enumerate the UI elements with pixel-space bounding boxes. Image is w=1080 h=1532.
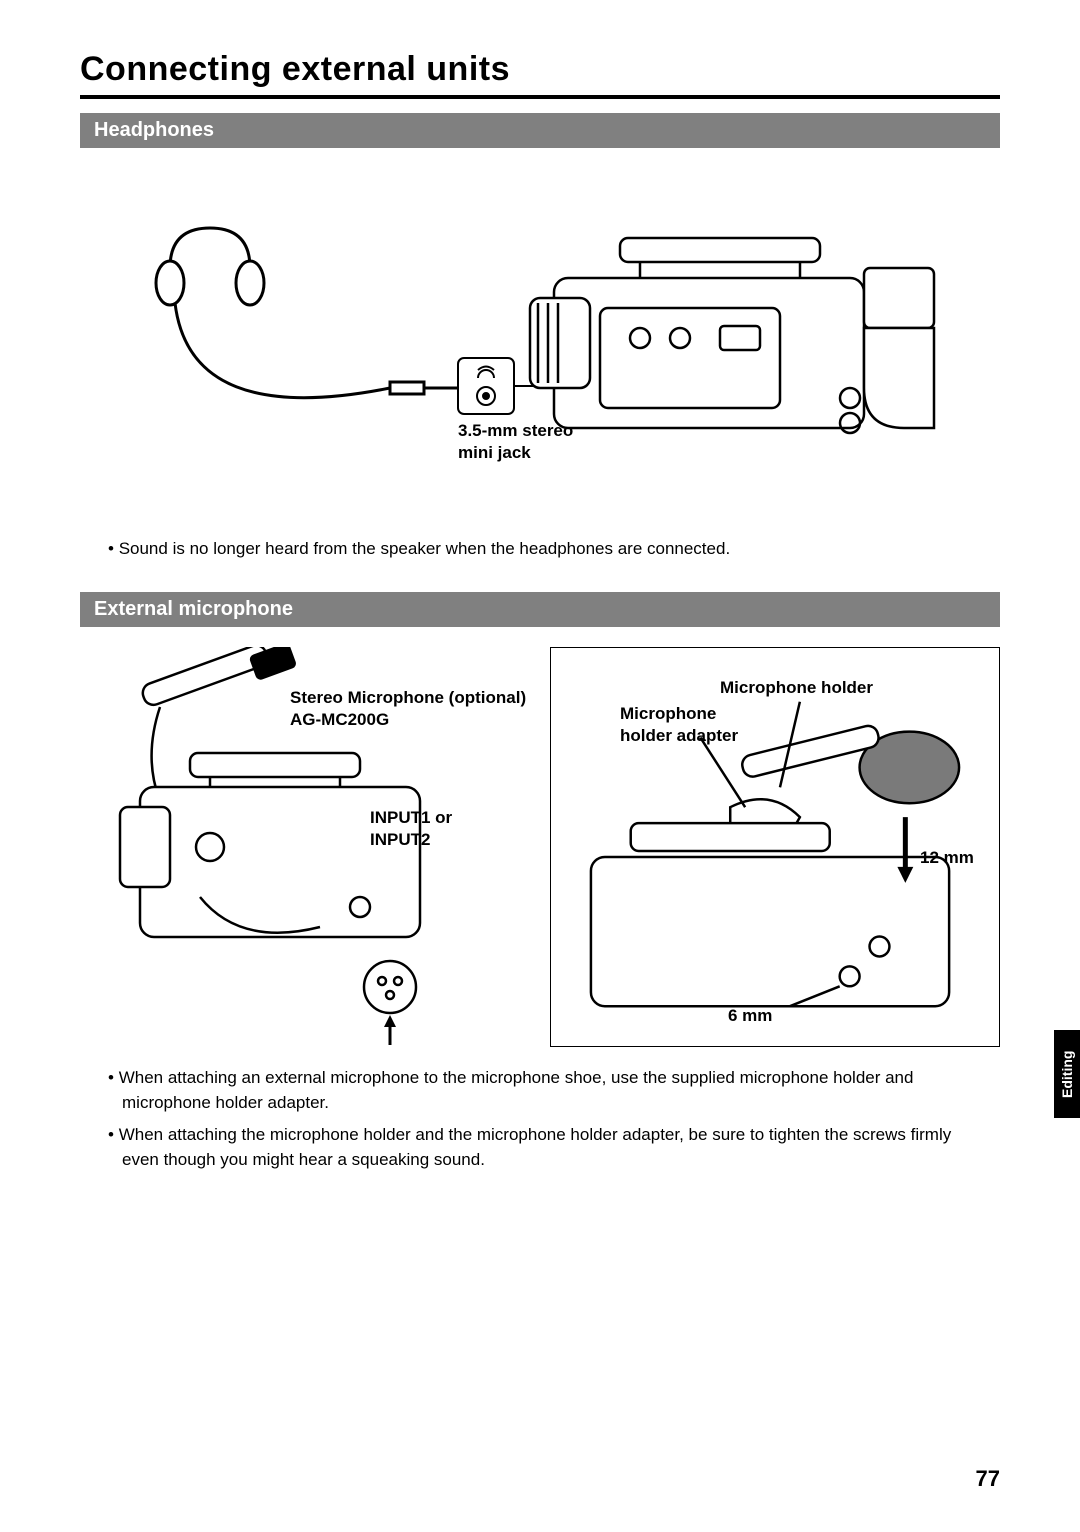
headphones-diagram: 3.5-mm stereo mini jack [80, 168, 1000, 528]
manual-page: Connecting external units Headphones [0, 0, 1080, 1532]
section-heading-headphones: Headphones [80, 113, 1000, 148]
ext-mic-left-diagram: Stereo Microphone (optional) AG-MC200G I… [80, 647, 530, 1047]
ext-mic-notes: When attaching an external microphone to… [108, 1065, 980, 1173]
side-tab-editing: Editing [1054, 1030, 1080, 1118]
jack-label-line2: mini jack [458, 443, 531, 462]
mic-holder-adapter-label: Microphone holder adapter [620, 703, 738, 747]
ext-mic-diagrams: Stereo Microphone (optional) AG-MC200G I… [80, 647, 1000, 1047]
adapter-label-line1: Microphone [620, 704, 716, 723]
headphones-notes: Sound is no longer heard from the speake… [108, 536, 980, 562]
stereo-mic-label: Stereo Microphone (optional) AG-MC200G [290, 687, 526, 731]
dim-6mm: 6 mm [728, 1005, 772, 1027]
page-title: Connecting external units [80, 50, 1000, 99]
ext-mic-bullet-2: When attaching the microphone holder and… [108, 1122, 980, 1173]
stereo-mic-label-line1: Stereo Microphone (optional) [290, 688, 526, 707]
adapter-label-line2: holder adapter [620, 726, 738, 745]
jack-label-line1: 3.5-mm stereo [458, 421, 573, 440]
jack-label: 3.5-mm stereo mini jack [458, 420, 573, 464]
input-label: INPUT1 or INPUT2 [370, 807, 452, 851]
section-heading-external-mic: External microphone [80, 592, 1000, 627]
ext-mic-right-diagram: Microphone holder Microphone holder adap… [550, 647, 1000, 1047]
stereo-mic-label-line2: AG-MC200G [290, 710, 389, 729]
mic-holder-label: Microphone holder [720, 677, 873, 699]
page-number: 77 [976, 1466, 1000, 1492]
dim-12mm: 12 mm [920, 847, 974, 869]
ext-mic-bullet-1: When attaching an external microphone to… [108, 1065, 980, 1116]
input-label-line2: INPUT2 [370, 830, 430, 849]
headphones-bullet-1: Sound is no longer heard from the speake… [108, 536, 980, 562]
input-label-line1: INPUT1 or [370, 808, 452, 827]
